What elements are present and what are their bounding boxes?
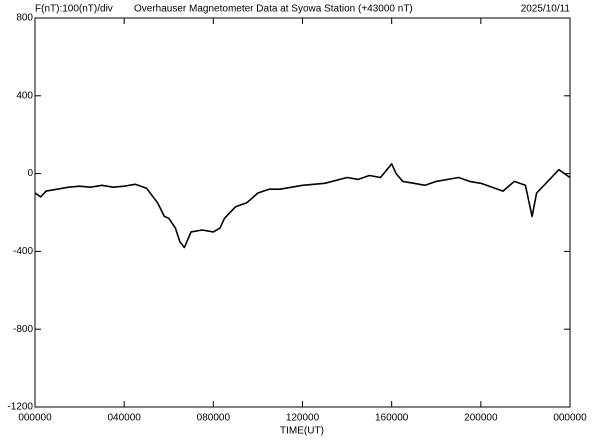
data-line <box>34 163 571 249</box>
x-tick-label: 000000 <box>553 413 587 424</box>
y-tick-label: 400 <box>16 90 33 101</box>
y-tick-label: -400 <box>13 246 33 257</box>
x-tick-label: 040000 <box>107 413 141 424</box>
y-tick-label: -1200 <box>7 402 33 413</box>
x-tick-label: 200000 <box>464 413 498 424</box>
scale-label: F(nT):100(nT)/div <box>35 4 113 15</box>
x-tick-label: 080000 <box>197 413 231 424</box>
x-tick-label: 160000 <box>375 413 409 424</box>
date: 2025/10/11 <box>521 4 571 15</box>
y-tick-label: 800 <box>16 13 33 24</box>
y-tick-label: 0 <box>27 168 33 179</box>
chart-title: Overhauser Magnetometer Data at Syowa St… <box>134 4 413 15</box>
x-tick-label: 000000 <box>18 413 52 424</box>
x-tick-label: 120000 <box>286 413 320 424</box>
y-tick-label: -800 <box>13 324 33 335</box>
x-axis-label: TIME(UT) <box>280 426 324 437</box>
